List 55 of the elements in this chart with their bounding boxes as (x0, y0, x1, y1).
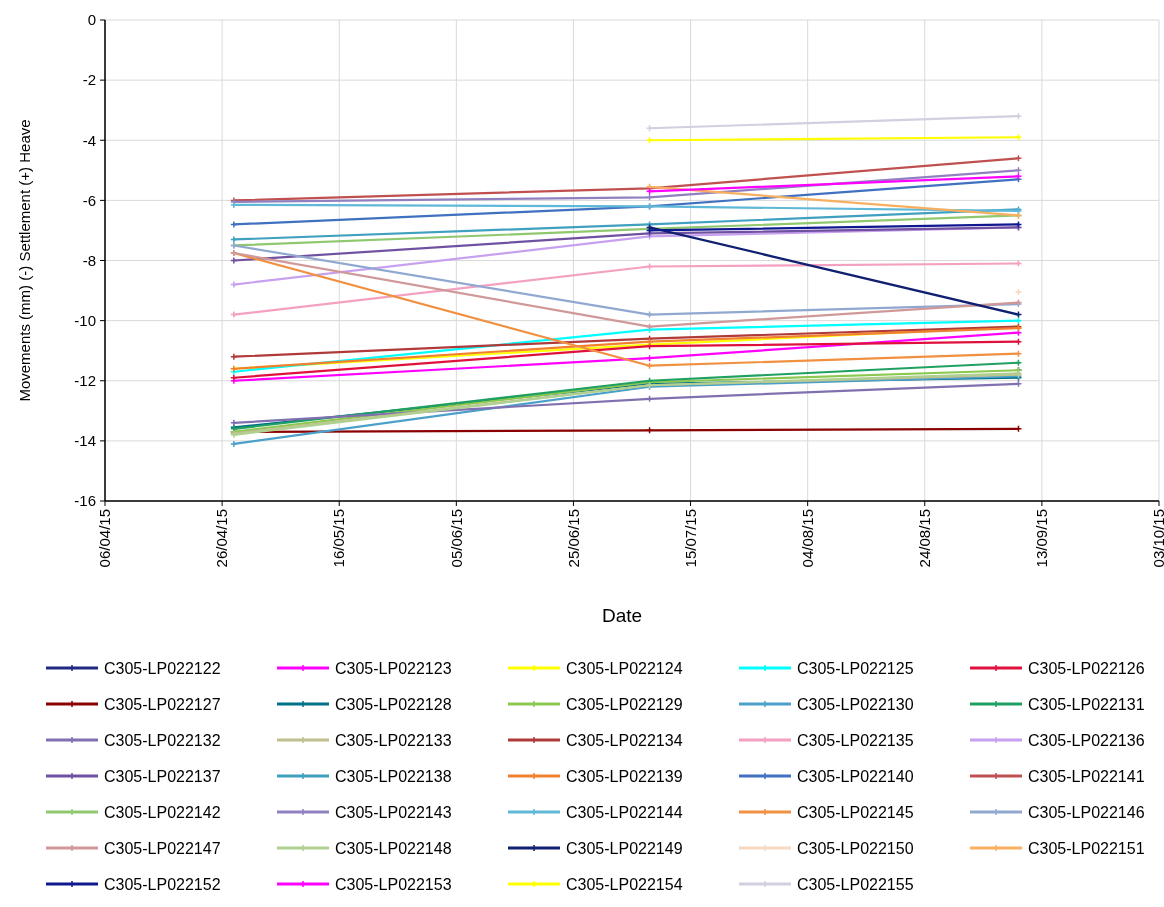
x-tick-label: 16/05/15 (330, 509, 348, 568)
legend-label: C305-LP022154 (566, 875, 683, 893)
legend-label: C305-LP022122 (104, 659, 221, 677)
legend-label: C305-LP022149 (566, 839, 683, 857)
legend-label: C305-LP022142 (104, 803, 221, 821)
x-tick-label: 26/04/15 (213, 509, 231, 568)
legend-label: C305-LP022124 (566, 659, 683, 677)
y-tick-label: -2 (82, 71, 96, 89)
legend-label: C305-LP022139 (566, 767, 683, 785)
legend-label: C305-LP022131 (1028, 695, 1145, 713)
legend-label: C305-LP022151 (1028, 839, 1145, 857)
x-tick-label: 04/08/15 (798, 509, 816, 568)
legend-label: C305-LP022153 (335, 875, 452, 893)
y-tick-label: 0 (87, 11, 96, 29)
x-tick-label: 05/06/15 (447, 509, 465, 568)
legend-label: C305-LP022130 (797, 695, 914, 713)
x-tick-label: 15/07/15 (681, 509, 699, 568)
x-tick-label: 03/10/15 (1150, 509, 1164, 568)
legend-label: C305-LP022129 (566, 695, 683, 713)
legend-label: C305-LP022127 (104, 695, 221, 713)
y-tick-label: -14 (74, 432, 96, 450)
legend-label: C305-LP022132 (104, 731, 221, 749)
legend-label: C305-LP022150 (797, 839, 914, 857)
y-tick-label: -16 (74, 492, 96, 510)
legend-label: C305-LP022145 (797, 803, 914, 821)
x-tick-label: 13/09/15 (1033, 509, 1051, 568)
y-tick-label: -8 (82, 251, 96, 269)
x-tick-label: 25/06/15 (564, 509, 582, 568)
legend-label: C305-LP022141 (1028, 767, 1145, 785)
legend-label: C305-LP022135 (797, 731, 914, 749)
legend-label: C305-LP022133 (335, 731, 452, 749)
legend-label: C305-LP022128 (335, 695, 452, 713)
legend-label: C305-LP022136 (1028, 731, 1145, 749)
y-tick-label: -12 (74, 372, 96, 389)
x-tick-label: 24/08/15 (916, 509, 934, 568)
legend-label: C305-LP022143 (335, 803, 452, 821)
legend-label: C305-LP022147 (104, 839, 221, 857)
legend-label: C305-LP022140 (797, 767, 914, 785)
legend-label: C305-LP022137 (104, 767, 221, 785)
y-tick-label: -4 (82, 131, 96, 149)
y-tick-label: -6 (82, 191, 96, 209)
legend-label: C305-LP022148 (335, 839, 452, 857)
x-tick-label: 06/04/15 (96, 509, 114, 568)
legend-label: C305-LP022134 (566, 731, 683, 749)
x-axis-title: Date (601, 605, 643, 626)
y-axis-title: Movements (mm) (-) Settlement (+) Heave (16, 119, 33, 402)
legend-label: C305-LP022146 (1028, 803, 1145, 821)
legend-label: C305-LP022123 (335, 659, 452, 677)
legend-label: C305-LP022155 (797, 875, 914, 893)
legend-label: C305-LP022138 (335, 767, 452, 785)
legend-label: C305-LP022144 (566, 803, 683, 821)
legend-label: C305-LP022152 (104, 875, 221, 893)
legend-label: C305-LP022125 (797, 659, 914, 677)
legend-label: C305-LP022126 (1028, 659, 1145, 677)
y-tick-label: -10 (74, 311, 96, 329)
